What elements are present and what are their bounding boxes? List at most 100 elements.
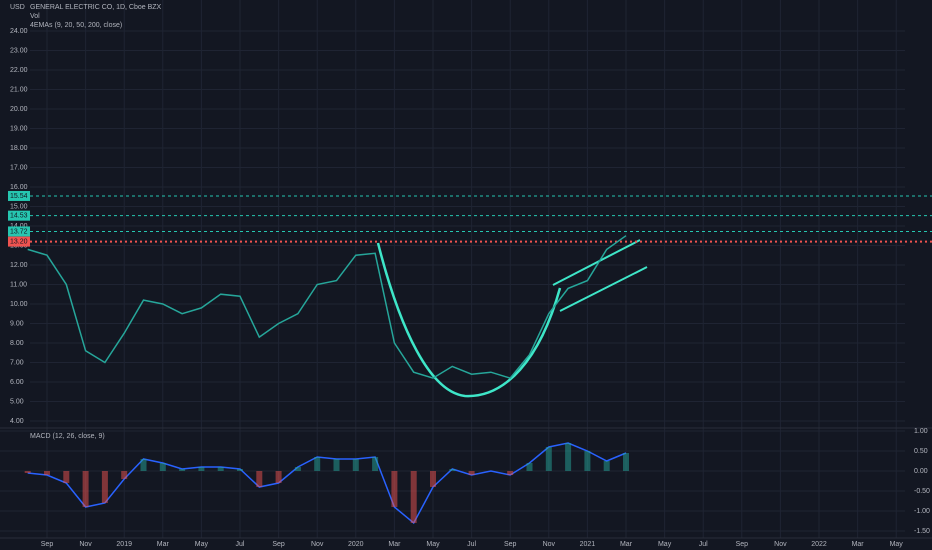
- macd-bar: [198, 467, 205, 471]
- y2-tick-label: -0.50: [914, 488, 930, 495]
- x-tick-label: Nov: [311, 541, 324, 548]
- y2-tick-label: -1.00: [914, 508, 930, 515]
- x-tick-label: 2021: [580, 541, 596, 548]
- x-tick-label: Nov: [543, 541, 556, 548]
- macd-bar: [333, 459, 340, 471]
- y2-tick-label: -1.50: [914, 528, 930, 535]
- series-line: [27, 442, 627, 525]
- x-tick-label: 2020: [348, 541, 364, 548]
- x-tick-label: Jul: [236, 541, 245, 548]
- y-tick-label: 9.00: [10, 320, 24, 327]
- level-badge: [8, 190, 30, 201]
- y-tick-label: 11.00: [10, 281, 27, 288]
- y2-tick-label: 1.00: [914, 428, 928, 435]
- y-tick-label: 19.00: [10, 125, 28, 132]
- x-tick-label: Nov: [774, 541, 787, 548]
- y-tick-label: 4.00: [10, 418, 24, 425]
- macd-bar: [526, 463, 533, 471]
- x-tick-label: Sep: [504, 541, 517, 548]
- macd-bar: [121, 471, 128, 479]
- grid: [0, 0, 905, 538]
- y-tick-label: 22.00: [10, 67, 28, 74]
- macd-bar: [24, 471, 31, 473]
- x-tick-label: 2022: [811, 541, 827, 548]
- x-tick-label: Jul: [467, 541, 476, 548]
- y2-tick-label: 0.50: [914, 448, 928, 455]
- x-tick-label: Jul: [699, 541, 708, 548]
- x-tick-label: Nov: [79, 541, 92, 548]
- x-tick-label: May: [890, 541, 904, 548]
- x-tick-label: May: [195, 541, 209, 548]
- level-label: 15.54: [10, 193, 28, 200]
- macd-bar: [352, 459, 359, 471]
- level-badge: [8, 210, 30, 221]
- macd-bar: [63, 471, 70, 483]
- indicator-label: Vol: [30, 13, 40, 20]
- y-tick-label: 20.00: [10, 106, 28, 113]
- macd-bar: [545, 447, 552, 471]
- level-badge: [8, 226, 30, 237]
- macd-bar: [82, 471, 89, 507]
- macd-bar: [372, 457, 379, 471]
- x-tick-label: May: [426, 541, 440, 548]
- y-tick-label: 16.00: [10, 184, 28, 191]
- macd-bar: [44, 471, 50, 475]
- macd-bar: [391, 471, 398, 507]
- y-tick-label: 10.00: [10, 301, 28, 308]
- macd-bar: [256, 471, 263, 487]
- macd-bar: [101, 471, 108, 503]
- x-tick-label: Mar: [388, 541, 401, 548]
- series-line: [27, 235, 627, 379]
- x-tick-label: Mar: [620, 541, 633, 548]
- level-label: 13.72: [10, 228, 28, 235]
- y-tick-label: 14.00: [10, 223, 28, 230]
- y-tick-label: 24.00: [10, 28, 28, 35]
- legend-macd: MACD (12, 26, close, 9): [30, 433, 105, 440]
- macd-bar: [314, 457, 321, 471]
- y-tick-label: 5.00: [10, 398, 24, 405]
- y-tick-label: 23.00: [10, 47, 28, 54]
- macd-bar: [603, 461, 610, 471]
- macd-bar: [565, 443, 572, 471]
- y2-tick-label: 0.00: [914, 468, 928, 475]
- indicator-label: 4EMAs (9, 20, 50, 200, close): [30, 22, 122, 29]
- macd-bar: [430, 471, 436, 487]
- macd-bar: [449, 469, 456, 471]
- macd-bar: [237, 469, 243, 471]
- level-label: 14.53: [10, 213, 28, 220]
- macd-bar: [217, 467, 224, 471]
- y-tick-label: 8.00: [10, 340, 24, 347]
- macd-bar: [159, 463, 166, 471]
- level-label: 13.20: [10, 238, 28, 245]
- macd-bar: [294, 467, 301, 471]
- macd-bar: [179, 469, 186, 471]
- currency-label: USD: [10, 4, 25, 11]
- y-tick-label: 12.00: [10, 262, 28, 269]
- macd-bar: [507, 471, 514, 475]
- legend-price: GENERAL ELECTRIC CO, 1D, Cboe BZX: [30, 4, 162, 11]
- x-tick-label: May: [658, 541, 672, 548]
- x-tick-label: Sep: [41, 541, 54, 548]
- y-tick-label: 17.00: [10, 164, 28, 171]
- cup-annotation: [376, 242, 562, 398]
- y-tick-label: 18.00: [10, 145, 28, 152]
- channel-line: [552, 239, 641, 286]
- macd-bar: [623, 453, 629, 471]
- macd-bar: [140, 459, 147, 471]
- y-tick-label: 21.00: [10, 86, 28, 93]
- x-tick-label: 2019: [116, 541, 132, 548]
- x-tick-label: Sep: [272, 541, 285, 548]
- macd-bar: [584, 451, 591, 471]
- x-tick-label: Mar: [157, 541, 170, 548]
- y-tick-label: 6.00: [10, 379, 24, 386]
- level-badge: [8, 236, 30, 247]
- macd-bar: [468, 471, 475, 475]
- macd-bar: [410, 471, 417, 523]
- x-tick-label: Mar: [852, 541, 865, 548]
- y-tick-label: 15.00: [10, 203, 28, 210]
- x-tick-label: Sep: [736, 541, 749, 548]
- macd-bar: [275, 471, 282, 483]
